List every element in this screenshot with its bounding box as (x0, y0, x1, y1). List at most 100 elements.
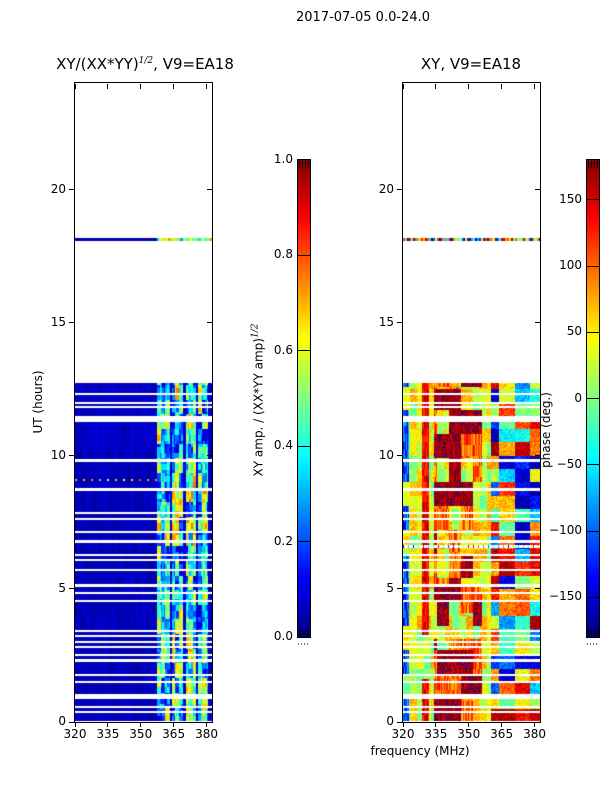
amp-colorbar-tick-label: 1.0 (273, 152, 293, 166)
phase-y-tick-label: 10 (378, 447, 394, 462)
amp-x-tick-label: 335 (96, 727, 120, 741)
amp-title-exponent: 1/2 (138, 56, 154, 66)
amp-x-tick-label: 365 (162, 727, 186, 741)
amp-y-tick-mark-right (207, 322, 212, 324)
amp-colorbar-tick-label: 0.8 (273, 247, 293, 262)
phase-colorbar-tick-line (587, 265, 599, 267)
amp-x-tick-mark-top (206, 84, 208, 89)
phase-x-tick-label: 380 (523, 727, 546, 741)
phase-y-tick-label: 20 (378, 181, 394, 196)
amp-x-tick-mark (74, 723, 76, 727)
phase-colorbar-tick-line (587, 199, 599, 201)
amp-colorbar-tick-label: 0.6 (273, 342, 293, 357)
amp-y-tick-mark-right (207, 588, 212, 590)
phase-x-tick-mark (402, 723, 404, 727)
phase-x-tick-mark (501, 723, 503, 727)
amp-x-tick-mark-top (140, 84, 142, 89)
amp-x-tick-mark (173, 723, 175, 727)
phase-x-tick-mark-top (402, 84, 404, 89)
phase-panel-title: XY, V9=EA18 (420, 55, 522, 73)
phase-colorbar-underbar-dashes (587, 643, 599, 645)
amp-colorbar-tick-line (298, 350, 310, 352)
phase-colorbar-tick-label: 0 (574, 390, 582, 405)
amp-y-tick-label: 20 (50, 181, 66, 196)
amp-x-tick-mark (206, 723, 208, 727)
phase-colorbar-tick-label: 100 (559, 258, 582, 272)
amp-colorbar-tick-line (298, 254, 310, 256)
phase-x-tick-label: 365 (490, 727, 514, 741)
phase-colorbar-tick-line (587, 596, 599, 598)
phase-y-tick-mark (397, 189, 402, 190)
phase-x-tick-mark-top (435, 84, 437, 89)
amp-y-tick-label: 0 (58, 714, 66, 728)
amp-y-tick-mark (69, 189, 74, 190)
phase-x-tick-mark (435, 723, 437, 727)
phase-colorbar-tick-label: 50 (566, 324, 582, 339)
amp-colorbar-tick-label: 0.4 (273, 438, 293, 453)
phase-colorbar-tick-label: 150 (559, 191, 582, 206)
amp-colorbar-end-ticks-bottom (299, 629, 309, 636)
frequency-axis-label: frequency (MHz) (370, 744, 470, 758)
phase-y-tick-label: 5 (386, 580, 394, 595)
amp-colorbar-underbar-dashes (298, 643, 310, 645)
phase-colorbar-tick-label: −50 (556, 456, 582, 471)
phase-x-tick-mark-top (534, 84, 536, 89)
amp-y-tick-mark (69, 721, 74, 723)
phase-colorbar-tick-line (587, 464, 599, 466)
amp-x-tick-mark-top (74, 84, 76, 89)
phase-x-tick-mark-top (501, 84, 503, 89)
amp-title-main: XY/(XX*YY) (56, 55, 139, 73)
amp-y-tick-mark (69, 588, 74, 590)
phase-colorbar-end-ticks-bottom (588, 629, 598, 636)
phase-heatmap (402, 82, 541, 723)
amp-y-tick-mark-right (207, 721, 212, 723)
amp-colorbar-tick-line (298, 541, 310, 543)
phase-y-tick-mark-right (535, 322, 540, 324)
phase-x-tick-mark (468, 723, 470, 727)
phase-x-tick-mark-top (468, 84, 470, 89)
amp-y-tick-mark (69, 322, 74, 324)
phase-y-tick-mark (397, 455, 402, 457)
amp-colorbar (297, 159, 311, 638)
amp-colorbar-end-ticks-top (299, 161, 309, 168)
phase-x-tick-label: 350 (457, 727, 481, 741)
phase-y-tick-mark-right (535, 455, 540, 457)
phase-colorbar-tick-line (587, 331, 599, 333)
phase-y-tick-mark-right (535, 721, 540, 723)
amp-x-tick-label: 320 (63, 727, 87, 741)
amp-y-tick-label: 10 (50, 447, 66, 462)
amp-y-tick-mark-right (207, 455, 212, 457)
phase-colorbar-end-ticks-top (588, 161, 598, 168)
amp-y-tick-label: 5 (58, 580, 66, 595)
amp-colorbar-tick-label: 0.0 (273, 629, 293, 643)
amp-colorbar-tick-label: 0.2 (273, 533, 293, 548)
phase-colorbar-tick-label: −100 (549, 523, 582, 537)
amp-x-tick-mark-top (173, 84, 175, 89)
amp-colorbar-tick-line (298, 445, 310, 447)
phase-colorbar-tick-line (587, 530, 599, 532)
phase-x-tick-mark (534, 723, 536, 727)
amp-heatmap (74, 82, 213, 723)
phase-y-tick-mark (397, 322, 402, 324)
phase-y-tick-label: 0 (386, 714, 394, 728)
phase-y-tick-mark (397, 721, 402, 723)
phase-y-tick-mark-right (535, 588, 540, 590)
phase-colorbar-tick-label: −150 (549, 589, 582, 604)
phase-y-tick-mark (397, 588, 402, 590)
amp-x-tick-mark-top (107, 84, 109, 89)
phase-x-tick-label: 320 (391, 727, 415, 741)
figure-title: 2017-07-05 0.0-24.0 (296, 10, 430, 25)
phase-x-tick-label: 335 (424, 727, 448, 741)
amp-y-tick-mark (69, 455, 74, 457)
amp-x-tick-mark (107, 723, 109, 727)
amp-panel-title: XY/(XX*YY)1/2, V9=EA18 (56, 55, 234, 73)
amp-x-tick-mark (140, 723, 142, 727)
amp-title-rest: , V9=EA18 (153, 55, 234, 73)
ut-axis-label: UT (hours) (31, 370, 45, 434)
amp-y-tick-mark-right (207, 189, 212, 190)
amp-y-tick-label: 15 (50, 314, 66, 329)
amp-x-tick-label: 350 (129, 727, 153, 741)
phase-colorbar-tick-line (587, 398, 599, 399)
amp-x-tick-label: 380 (195, 727, 218, 741)
